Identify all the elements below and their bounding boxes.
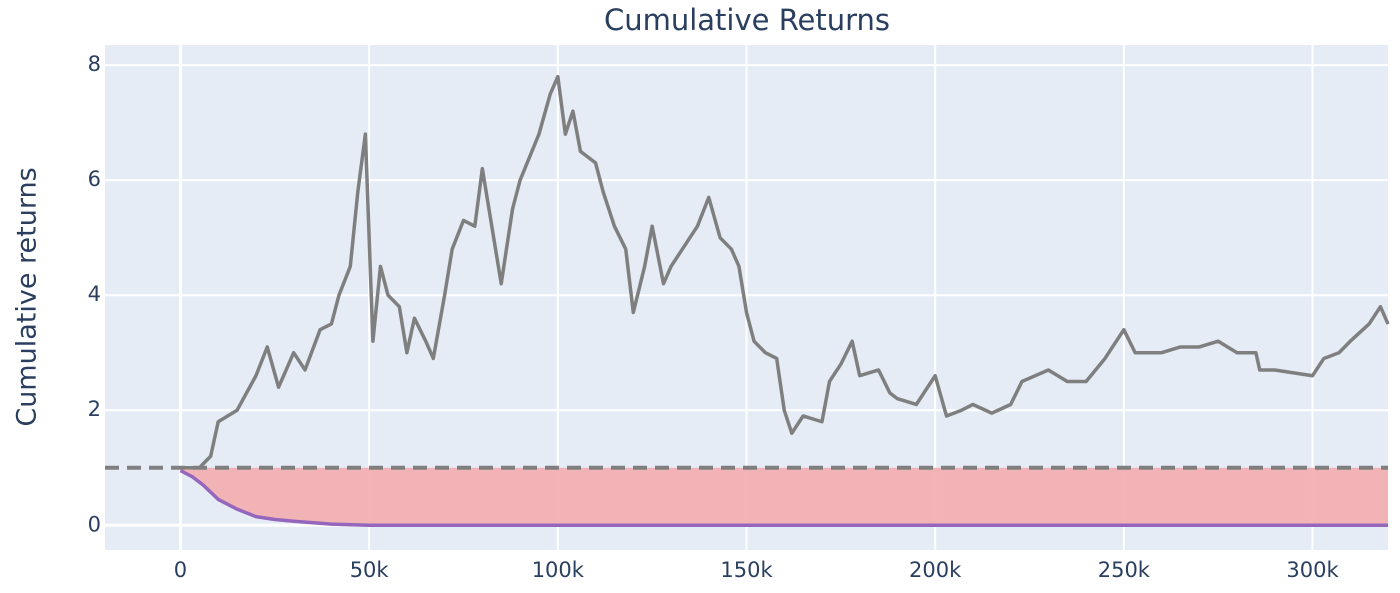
- x-tick-label: 150k: [720, 558, 773, 582]
- y-tick-label: 0: [88, 512, 101, 536]
- x-tick-label: 100k: [532, 558, 585, 582]
- series-line: [179, 469, 1388, 528]
- y-tick-label: 2: [88, 397, 101, 421]
- x-tick-label: 200k: [909, 558, 962, 582]
- series-line: [180, 74, 1390, 470]
- x-tick-label: 50k: [350, 558, 390, 582]
- y-tick-label: 8: [88, 52, 101, 76]
- chart-title: Cumulative Returns: [604, 3, 890, 37]
- x-tick-label: 250k: [1098, 558, 1151, 582]
- y-axis-label: Cumulative returns: [12, 167, 43, 426]
- x-tick-label: 300k: [1286, 558, 1339, 582]
- fill-area: [180, 467, 1388, 526]
- y-tick-label: 6: [88, 167, 101, 191]
- x-tick-label: 0: [174, 558, 187, 582]
- y-tick-label: 4: [88, 282, 101, 306]
